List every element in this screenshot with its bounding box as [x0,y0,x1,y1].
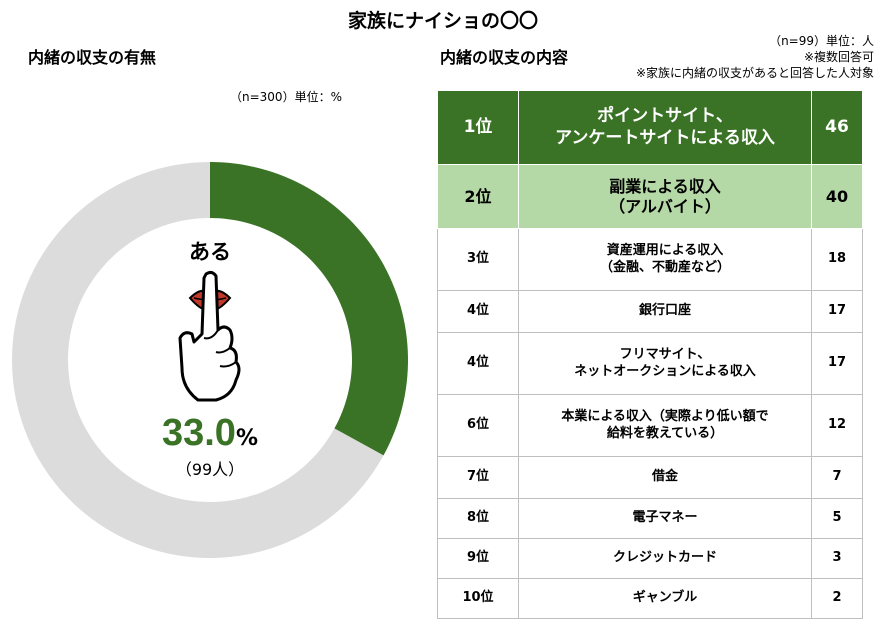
value-cell: 12 [811,394,863,457]
table-note-target: ※家族に内緒の収支があると回答した人対象 [635,66,874,80]
item-line: （金融、不動産など） [599,259,730,275]
table-row: 8位 電子マネー 5 [437,498,863,539]
item-line: ポイントサイト、 [597,106,733,127]
table-row: 6位 本業による収入（実際より低い額で 給料を教えている） 12 [437,394,863,457]
value-cell: 5 [811,498,863,539]
donut-segment-rest [12,162,384,558]
value-cell: 18 [811,228,863,291]
item-line: 給料を教えている） [606,425,724,441]
item-line: 銀行口座 [638,303,691,319]
value-cell: 7 [811,456,863,499]
item-cell: 副業による収入 （アルバイト） [518,164,812,229]
percentage-sign: % [235,426,258,451]
item-cell: 電子マネー [518,498,812,539]
donut-segment-aru [210,162,409,456]
rank-cell: 3位 [437,228,519,291]
item-cell: 資産運用による収入 （金融、不動産など） [518,228,812,291]
rank-cell: 1位 [437,90,519,165]
rank-cell: 10位 [437,578,519,619]
rank-cell: 2位 [437,164,519,229]
item-cell: 銀行口座 [518,290,812,333]
table-row: 10位 ギャンブル 2 [437,578,863,619]
donut-chart [12,162,409,558]
item-cell: 本業による収入（実際より低い額で 給料を教えている） [518,394,812,457]
rank-cell: 4位 [437,332,519,395]
value-cell: 17 [811,290,863,333]
percentage-value: 33.0 [161,412,236,454]
table-row: 7位 借金 7 [437,456,863,499]
item-line: 本業による収入（実際より低い額で [561,409,769,425]
table-row: 1位 ポイントサイト、 アンケートサイトによる収入 46 [437,90,863,165]
donut-percentage: 33.0% [140,412,280,455]
item-line: 副業による収入 [609,176,721,196]
value-cell: 17 [811,332,863,395]
item-line: フリマサイト、 [619,347,711,363]
rank-cell: 7位 [437,456,519,499]
table-row: 2位 副業による収入 （アルバイト） 40 [437,164,863,229]
table-note-n: （n=99）単位：人 [769,34,874,48]
ranking-table: 1位 ポイントサイト、 アンケートサイトによる収入 46 2位 副業による収入 （アルバイト… [437,90,863,619]
item-cell: ポイントサイト、 アンケートサイトによる収入 [518,90,812,165]
rank-cell: 4位 [437,290,519,333]
item-cell: フリマサイト、 ネットオークションによる収入 [518,332,812,395]
value-cell: 46 [811,90,863,165]
left-chart-title: 内緒の収支の有無 [28,48,157,67]
secret-gesture-icon [178,270,241,402]
item-line: ネットオークションによる収入 [574,363,756,379]
rank-cell: 6位 [437,394,519,457]
value-cell: 2 [811,578,863,619]
table-row: 4位 フリマサイト、 ネットオークションによる収入 17 [437,332,863,395]
respondent-count: （99人） [175,460,245,479]
item-line: 借金 [651,469,678,485]
value-cell: 3 [811,538,863,579]
table-row: 9位 クレジットカード 3 [437,538,863,579]
table-row: 3位 資産運用による収入 （金融、不動産など） 18 [437,228,863,291]
item-line: クレジットカード [612,550,717,566]
item-cell: クレジットカード [518,538,812,579]
item-line: 資産運用による収入 [606,243,724,259]
item-line: 電子マネー [632,510,698,526]
item-line: ギャンブル [632,590,698,606]
value-cell: 40 [811,164,863,229]
item-line: （アルバイト） [609,196,721,216]
item-cell: ギャンブル [518,578,812,619]
donut-note: （n=300）単位：% [230,90,342,104]
item-cell: 借金 [518,456,812,499]
rank-cell: 8位 [437,498,519,539]
item-line: アンケートサイトによる収入 [555,127,775,148]
table-row: 4位 銀行口座 17 [437,290,863,333]
page-title: 家族にナイショの〇〇 [347,10,538,32]
rank-cell: 9位 [437,538,519,579]
table-note-multiple: ※複数回答可 [803,50,874,64]
right-table-title: 内緒の収支の内容 [440,48,569,67]
donut-center-label: ある [189,240,231,264]
